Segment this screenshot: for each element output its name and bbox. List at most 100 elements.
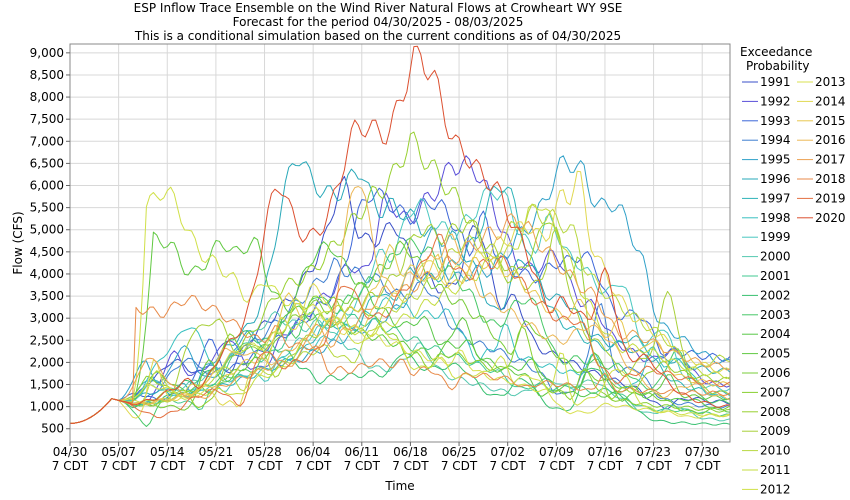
x-tick-label: 07/30: [685, 445, 720, 459]
series-line-2018: [69, 294, 731, 424]
series-line-2003: [69, 237, 731, 427]
series-line-2014: [69, 170, 731, 424]
legend-entry-2014: 2014: [815, 94, 846, 108]
legend: Exceedance Probability 1991 1992 1993 1994 1…: [740, 45, 846, 496]
legend-entry-2015: 2015: [815, 114, 846, 128]
x-tick-timezone-label: 7 CDT: [684, 459, 721, 473]
series-line-2012: [69, 186, 731, 424]
x-tick-label: 07/16: [588, 445, 623, 459]
series-line-2008: [69, 131, 731, 424]
y-tick-label: 8,000: [30, 90, 64, 104]
x-axis-label: Time: [384, 479, 414, 493]
y-tick-label: 1,000: [30, 400, 64, 414]
legend-entry-1999: 1999: [760, 230, 791, 244]
series-line-2009: [69, 219, 731, 424]
chart-subtitle-1: Forecast for the period 04/30/2025 - 08/…: [233, 15, 524, 29]
y-tick-label: 2,500: [30, 333, 64, 347]
legend-entry-2007: 2007: [760, 385, 791, 399]
y-tick-label: 4,000: [30, 267, 64, 281]
legend-entry-1992: 1992: [760, 94, 791, 108]
legend-title-line-1: Exceedance: [740, 45, 812, 59]
legend-entry-1997: 1997: [760, 191, 791, 205]
y-tick-label: 1,500: [30, 378, 64, 392]
legend-entry-2002: 2002: [760, 288, 791, 302]
x-tick-timezone-label: 7 CDT: [392, 459, 429, 473]
legend-entry-2018: 2018: [815, 172, 846, 186]
x-tick-label: 07/09: [539, 445, 574, 459]
plot-frame: [69, 43, 731, 443]
series-line-2013: [69, 302, 731, 424]
legend-entry-2003: 2003: [760, 308, 791, 322]
series-line-2019: [69, 233, 731, 424]
x-tick-label: 05/07: [101, 445, 136, 459]
x-tick-label: 06/25: [442, 445, 477, 459]
y-tick-label: 5,500: [30, 201, 64, 215]
x-tick-timezone-label: 7 CDT: [635, 459, 672, 473]
x-tick-timezone-label: 7 CDT: [52, 459, 89, 473]
series-line-2020: [69, 45, 731, 424]
x-tick-timezone-label: 7 CDT: [489, 459, 526, 473]
x-tick-label: 05/14: [150, 445, 185, 459]
series-line-1998: [69, 296, 731, 424]
legend-entry-2012: 2012: [760, 482, 791, 496]
legend-entry-2004: 2004: [760, 327, 791, 341]
series-line-2011: [69, 204, 731, 424]
legend-entry-1995: 1995: [760, 153, 791, 167]
y-tick-label: 4,500: [30, 245, 64, 259]
legend-entry-1991: 1991: [760, 75, 791, 89]
y-tick-label: 3,500: [30, 289, 64, 303]
legend-entry-2009: 2009: [760, 424, 791, 438]
series-line-1992: [69, 155, 731, 424]
y-tick-label: 9,000: [30, 46, 64, 60]
x-tick-timezone-label: 7 CDT: [198, 459, 235, 473]
x-tick-label: 06/04: [296, 445, 331, 459]
series-line-2001: [69, 312, 731, 424]
y-axis-label: Flow (CFS): [11, 211, 25, 274]
legend-entry-1993: 1993: [760, 114, 791, 128]
x-tick-label: 05/21: [199, 445, 234, 459]
legend-entry-2005: 2005: [760, 347, 791, 361]
grid-lines: [69, 44, 730, 442]
legend-entry-2010: 2010: [760, 444, 791, 458]
chart-title: ESP Inflow Trace Ensemble on the Wind Ri…: [134, 1, 623, 15]
x-tick-label: 04/30: [53, 445, 88, 459]
y-axis: 500 1,000 1,500 2,000 2,500 3,000 3,500 4,000 4,…: [30, 46, 70, 436]
legend-title-line-2: Probability: [746, 59, 809, 73]
y-tick-label: 6,500: [30, 156, 64, 170]
series-line-2004: [69, 241, 731, 424]
y-tick-label: 7,000: [30, 134, 64, 148]
legend-entry-2020: 2020: [815, 211, 846, 225]
y-tick-label: 3,000: [30, 311, 64, 325]
x-tick-label: 07/23: [636, 445, 671, 459]
chart-subtitle-2: This is a conditional simulation based o…: [134, 29, 621, 43]
legend-entry-2013: 2013: [815, 75, 846, 89]
series-lines: [69, 45, 731, 427]
y-tick-label: 8,500: [30, 68, 64, 82]
legend-entry-1994: 1994: [760, 133, 791, 147]
legend-entry-2001: 2001: [760, 269, 791, 283]
legend-entry-2019: 2019: [815, 191, 846, 205]
x-tick-label: 07/02: [490, 445, 525, 459]
y-tick-label: 5,000: [30, 223, 64, 237]
y-tick-label: 6,000: [30, 179, 64, 193]
x-tick-timezone-label: 7 CDT: [344, 459, 381, 473]
y-tick-label: 500: [41, 422, 64, 436]
series-line-2016: [69, 186, 731, 424]
x-tick-label: 06/11: [344, 445, 379, 459]
y-tick-label: 2,000: [30, 355, 64, 369]
x-tick-timezone-label: 7 CDT: [441, 459, 478, 473]
legend-entry-2016: 2016: [815, 133, 846, 147]
x-tick-timezone-label: 7 CDT: [587, 459, 624, 473]
x-tick-label: 05/28: [247, 445, 282, 459]
x-tick-timezone-label: 7 CDT: [538, 459, 575, 473]
x-tick-timezone-label: 7 CDT: [295, 459, 332, 473]
x-tick-timezone-label: 7 CDT: [246, 459, 283, 473]
x-tick-timezone-label: 7 CDT: [149, 459, 186, 473]
legend-entry-2011: 2011: [760, 463, 791, 477]
legend-entry-1998: 1998: [760, 211, 791, 225]
legend-entry-2017: 2017: [815, 153, 846, 167]
legend-entry-2006: 2006: [760, 366, 791, 380]
legend-entry-1996: 1996: [760, 172, 791, 186]
